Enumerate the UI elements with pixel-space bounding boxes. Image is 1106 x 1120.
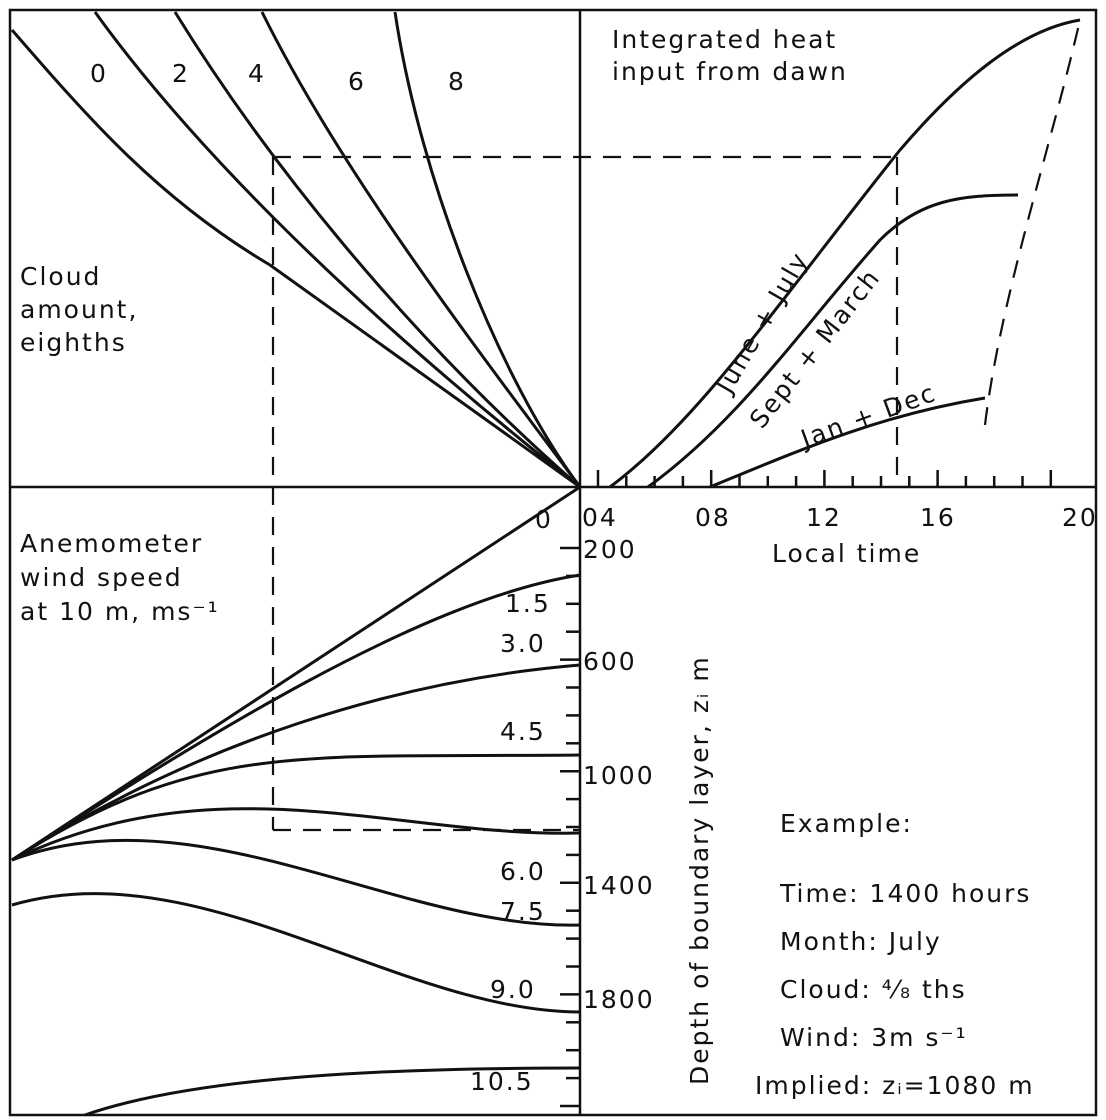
curve-label: 0 <box>90 59 108 88</box>
depth-tick-label: 1800 <box>583 985 655 1014</box>
example-line: Time: 1400 hours <box>779 879 1031 908</box>
curve <box>173 11 581 489</box>
example-line: Cloud: ⁴⁄₈ ths <box>780 975 967 1004</box>
curve <box>93 11 581 489</box>
cloud-label: Cloud <box>20 262 101 291</box>
wind-label: wind speed <box>20 563 183 592</box>
curve-label: 9.0 <box>490 975 536 1004</box>
curve-label: Jan + Dec <box>795 378 940 454</box>
curve <box>11 838 581 927</box>
curve <box>10 29 581 489</box>
cloud-curves <box>10 11 582 489</box>
curve-label: 4 <box>248 59 266 88</box>
curve <box>260 11 582 488</box>
wind-label: at 10 m, ms⁻¹ <box>20 597 220 626</box>
curve <box>84 1066 581 1117</box>
curve <box>393 11 582 488</box>
depth-tick-label: 600 <box>583 647 637 676</box>
curve-label: 7.5 <box>500 897 546 926</box>
heat-curves <box>609 18 1082 489</box>
curve <box>11 573 581 862</box>
curve-label: 4.5 <box>500 717 546 746</box>
curve-label: 3.0 <box>500 629 546 658</box>
curve-label: 2 <box>172 59 190 88</box>
depth-tick-label: 1400 <box>583 871 655 900</box>
dashed-guide <box>271 155 899 832</box>
cloud-label: amount, <box>20 295 138 324</box>
curve <box>609 18 1081 489</box>
time-axis-label: Local time <box>772 539 921 568</box>
curve <box>11 753 581 862</box>
heat-title: Integrated heat <box>612 25 837 54</box>
example-line: Wind: 3m s⁻¹ <box>780 1023 968 1052</box>
ticks <box>560 470 1053 1108</box>
depth-tick-label: 200 <box>583 535 637 564</box>
time-tick-label: 12 <box>806 503 842 532</box>
curve <box>647 193 1019 489</box>
time-tick-label: 16 <box>920 503 956 532</box>
wind-curves <box>11 485 581 1117</box>
time-tick-label: 08 <box>695 503 731 532</box>
heat-title: input from dawn <box>612 57 848 86</box>
curve <box>709 396 986 489</box>
curve-label: 8 <box>448 67 466 96</box>
depth-axis-label: Depth of boundary layer, zᵢ m <box>685 655 714 1085</box>
cloud-label: eighths <box>20 328 127 357</box>
envelope <box>983 19 1082 426</box>
curve-label: 0 <box>535 505 553 534</box>
curve <box>11 892 581 1014</box>
frame <box>8 8 1098 1117</box>
example-line: Month: July <box>780 927 942 956</box>
wind-label: Anemometer <box>20 529 203 558</box>
example-line: Implied: zᵢ=1080 m <box>755 1071 1035 1100</box>
example-path <box>271 155 899 832</box>
curve <box>11 807 581 862</box>
curve-label: 6 <box>348 67 366 96</box>
curve <box>11 485 581 862</box>
time-tick-label: 20 <box>1062 503 1098 532</box>
depth-tick-label: 1000 <box>583 761 655 790</box>
curve-label: 6.0 <box>500 857 546 886</box>
curve-label: 1.5 <box>505 589 551 618</box>
time-tick-label: 04 <box>582 503 618 532</box>
curve-label: 10.5 <box>470 1067 534 1096</box>
example-title: Example: <box>780 809 913 838</box>
